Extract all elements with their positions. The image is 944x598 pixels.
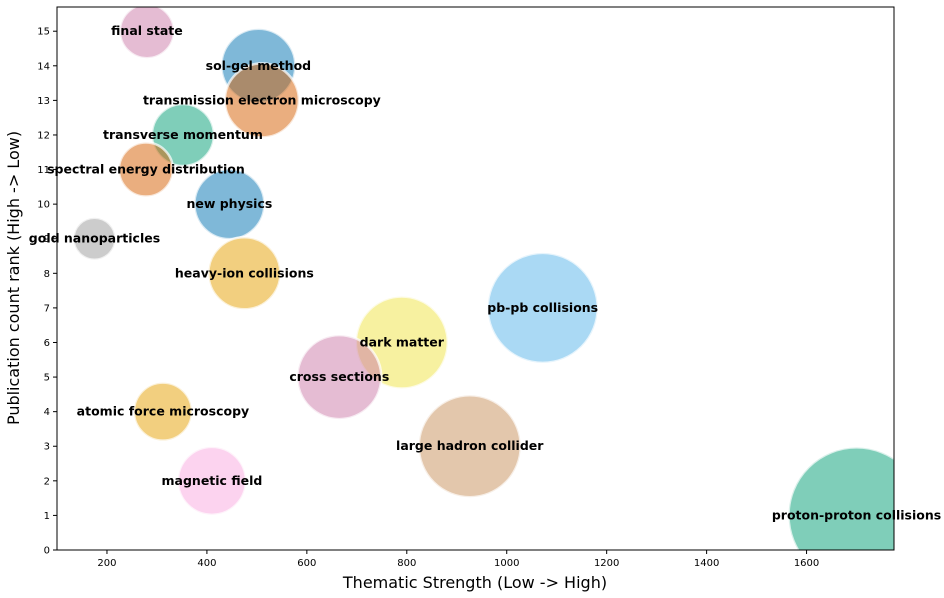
y-tick-label: 14 xyxy=(37,61,50,72)
bubble-label: large hadron collider xyxy=(396,438,544,453)
bubble xyxy=(176,445,248,517)
y-tick-label: 1 xyxy=(44,511,50,522)
x-tick-label: 400 xyxy=(197,558,216,569)
bubble-label: pb-pb collisions xyxy=(487,300,598,315)
x-axis-title: Thematic Strength (Low -> High) xyxy=(342,573,607,592)
bubble-labels: final state sol-gel method transmission el… xyxy=(29,23,941,522)
bubble xyxy=(132,381,194,442)
bubble-label: cross sections xyxy=(289,369,389,384)
bubble xyxy=(223,62,301,139)
bubble-label: atomic force microscopy xyxy=(77,404,250,419)
bubble-label: dark matter xyxy=(360,334,445,349)
y-tick-label: 11 xyxy=(37,165,50,176)
bubble-label: heavy-ion collisions xyxy=(175,265,314,280)
x-axis: 200 400 600 800 1000 1200 1400 1600 xyxy=(97,550,819,569)
y-tick-label: 5 xyxy=(44,373,50,384)
bubble xyxy=(72,216,117,261)
y-tick-label: 9 xyxy=(44,234,50,245)
bubble-label: final state xyxy=(111,23,183,38)
x-tick-label: 800 xyxy=(397,558,416,569)
x-tick-label: 600 xyxy=(297,558,316,569)
bubble-label: spectral energy distribution xyxy=(47,162,245,177)
x-tick-label: 1000 xyxy=(494,558,519,569)
bubble xyxy=(207,236,282,311)
bubble xyxy=(193,167,266,241)
bubble xyxy=(118,7,176,60)
y-tick-label: 15 xyxy=(37,27,50,38)
bubble-label: sol-gel method xyxy=(206,58,311,73)
bubble-label: magnetic field xyxy=(162,473,263,488)
y-tick-label: 4 xyxy=(44,407,50,418)
bubble-label: proton-proton collisions xyxy=(772,507,941,522)
y-tick-label: 7 xyxy=(44,303,50,314)
x-tick-label: 200 xyxy=(97,558,116,569)
bubble-layer xyxy=(72,7,894,550)
x-tick-label: 1400 xyxy=(694,558,719,569)
bubble-label: gold nanoparticles xyxy=(29,231,160,246)
bubble-label: new physics xyxy=(186,196,272,211)
bubble xyxy=(150,102,216,168)
y-tick-label: 3 xyxy=(44,442,50,453)
x-tick-label: 1200 xyxy=(594,558,619,569)
y-axis-title: Publication count rank (High -> Low) xyxy=(4,131,23,425)
bubble-label: transmission electron microscopy xyxy=(143,92,381,107)
bubble xyxy=(296,333,383,421)
y-tick-label: 2 xyxy=(44,476,50,487)
x-tick-label: 1600 xyxy=(794,558,819,569)
bubble xyxy=(787,446,894,550)
bubble xyxy=(417,393,523,499)
bubble xyxy=(486,251,599,365)
y-tick-label: 12 xyxy=(37,130,50,141)
y-tick-label: 6 xyxy=(44,338,50,349)
y-tick-label: 0 xyxy=(44,546,50,557)
y-tick-label: 13 xyxy=(37,96,50,107)
plot-frame xyxy=(56,6,895,551)
y-tick-label: 10 xyxy=(37,200,50,211)
y-tick-label: 8 xyxy=(44,269,50,280)
bubble-label: transverse momentum xyxy=(103,127,263,142)
bubble xyxy=(117,141,175,198)
